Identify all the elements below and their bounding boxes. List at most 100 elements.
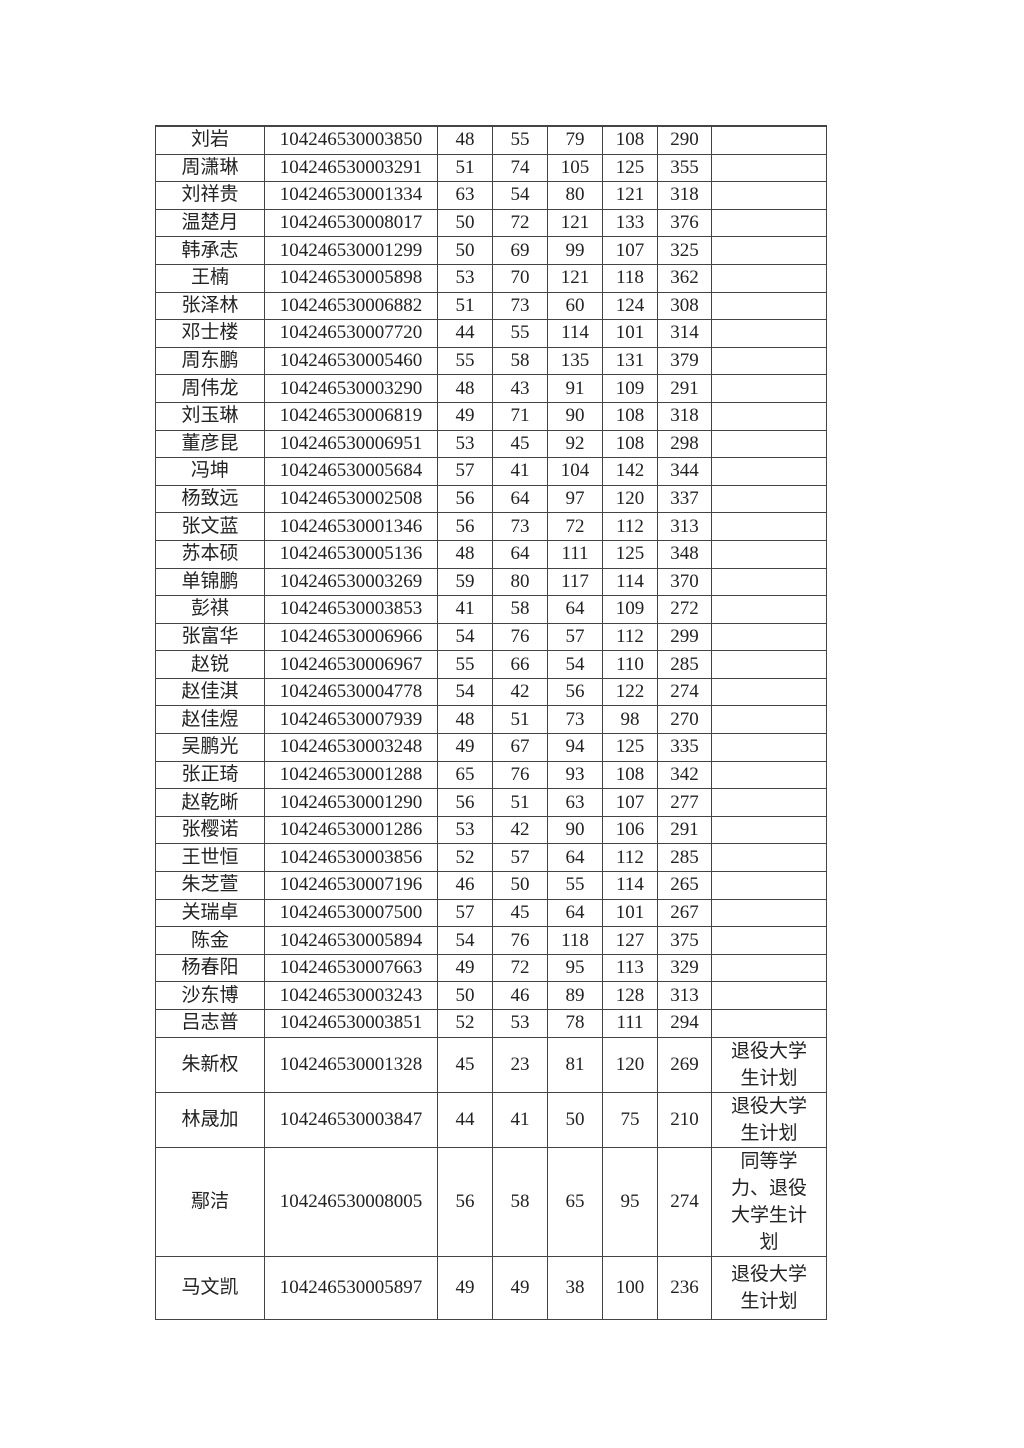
score-cell: 72	[547, 512, 603, 541]
name-cell: 刘玉琳	[155, 401, 265, 431]
remark-cell	[711, 539, 827, 569]
total-cell: 342	[657, 760, 712, 790]
score-cell: 89	[547, 981, 603, 1010]
name-cell: 陈金	[155, 926, 265, 955]
score-cell: 95	[547, 953, 603, 983]
score-cell: 110	[602, 650, 658, 679]
score-cell: 73	[492, 291, 548, 321]
score-cell: 111	[547, 539, 603, 569]
score-cell: 41	[437, 595, 493, 624]
score-cell: 109	[602, 595, 658, 624]
score-cell: 121	[547, 208, 603, 238]
score-cell: 118	[602, 263, 658, 293]
id-cell: 104246530006819	[264, 401, 438, 431]
remark-text: 退役大学生计划	[730, 1263, 807, 1312]
score-cell: 64	[547, 898, 603, 928]
name-cell: 王楠	[155, 263, 265, 293]
score-cell: 72	[492, 953, 548, 983]
score-cell: 79	[547, 124, 603, 155]
remark-cell: 退役大学生计划	[711, 1091, 827, 1148]
id-cell: 104246530003850	[264, 124, 438, 155]
score-cell: 57	[437, 457, 493, 486]
total-cell: 344	[657, 457, 712, 486]
total-cell: 210	[657, 1091, 712, 1148]
score-cell: 57	[437, 898, 493, 928]
table-row: 王世恒 104246530003856 52 57 64 112 285	[155, 843, 827, 873]
total-cell: 337	[657, 484, 712, 514]
score-cell: 118	[547, 926, 603, 955]
score-cell: 42	[492, 815, 548, 845]
score-cell: 55	[547, 871, 603, 900]
score-cell: 108	[602, 429, 658, 459]
name-cell: 张正琦	[155, 760, 265, 790]
remark-text: 退役大学生计划	[730, 1095, 807, 1144]
remark-cell	[711, 650, 827, 679]
remark-text: 同等学力、退役大学生计划	[730, 1150, 807, 1253]
score-cell: 64	[492, 484, 548, 514]
score-cell: 53	[492, 1009, 548, 1038]
score-cell: 50	[437, 236, 493, 265]
remark-cell	[711, 815, 827, 845]
id-cell: 104246530003853	[264, 595, 438, 624]
name-cell: 苏本硕	[155, 539, 265, 569]
id-cell: 104246530003243	[264, 981, 438, 1010]
score-cell: 114	[602, 871, 658, 900]
score-cell: 125	[602, 153, 658, 183]
name-cell: 刘祥贵	[155, 181, 265, 210]
total-cell: 379	[657, 346, 712, 376]
score-cell: 127	[602, 926, 658, 955]
score-cell: 76	[492, 760, 548, 790]
score-cell: 72	[492, 208, 548, 238]
score-cell: 73	[547, 705, 603, 735]
score-cell: 108	[602, 760, 658, 790]
total-cell: 294	[657, 1009, 712, 1038]
score-cell: 52	[437, 843, 493, 873]
score-cell: 113	[602, 953, 658, 983]
remark-cell: 同等学力、退役大学生计划	[711, 1146, 827, 1257]
score-cell: 105	[547, 153, 603, 183]
score-cell: 108	[602, 401, 658, 431]
table-row: 陈金 104246530005894 54 76 118 127 375	[155, 926, 827, 955]
name-cell: 张泽林	[155, 291, 265, 321]
name-cell: 关瑞卓	[155, 898, 265, 928]
id-cell: 104246530001334	[264, 181, 438, 210]
score-cell: 49	[437, 1255, 493, 1320]
name-cell: 杨致远	[155, 484, 265, 514]
remark-cell	[711, 124, 827, 155]
score-cell: 120	[602, 1036, 658, 1093]
score-cell: 70	[492, 263, 548, 293]
score-cell: 53	[437, 429, 493, 459]
id-cell: 104246530007720	[264, 319, 438, 348]
score-cell: 76	[492, 622, 548, 652]
score-cell: 45	[437, 1036, 493, 1093]
name-cell: 周潇琳	[155, 153, 265, 183]
remark-cell	[711, 926, 827, 955]
id-cell: 104246530005897	[264, 1255, 438, 1320]
remark-cell	[711, 622, 827, 652]
table-row: 张樱诺 104246530001286 53 42 90 106 291	[155, 815, 827, 845]
name-cell: 朱芝萱	[155, 871, 265, 900]
table-body: 刘岩 104246530003850 48 55 79 108 290 周潇琳 10424653…	[155, 124, 827, 1320]
id-cell: 104246530004778	[264, 677, 438, 707]
score-cell: 57	[492, 843, 548, 873]
score-cell: 58	[492, 595, 548, 624]
score-cell: 100	[602, 1255, 658, 1320]
remark-cell	[711, 733, 827, 762]
total-cell: 370	[657, 567, 712, 597]
score-cell: 90	[547, 401, 603, 431]
id-cell: 104246530003856	[264, 843, 438, 873]
table-row: 杨致远 104246530002508 56 64 97 120 337	[155, 484, 827, 514]
score-cell: 56	[437, 512, 493, 541]
score-cell: 109	[602, 374, 658, 403]
total-cell: 269	[657, 1036, 712, 1093]
score-cell: 94	[547, 733, 603, 762]
name-cell: 朱新权	[155, 1036, 265, 1093]
score-cell: 50	[492, 871, 548, 900]
table-row: 沙东博 104246530003243 50 46 89 128 313	[155, 981, 827, 1010]
name-cell: 冯坤	[155, 457, 265, 486]
name-cell: 马文凯	[155, 1255, 265, 1320]
score-cell: 104	[547, 457, 603, 486]
table-row: 赵乾晰 104246530001290 56 51 63 107 277	[155, 788, 827, 817]
table-row: 韩承志 104246530001299 50 69 99 107 325	[155, 236, 827, 265]
score-cell: 135	[547, 346, 603, 376]
